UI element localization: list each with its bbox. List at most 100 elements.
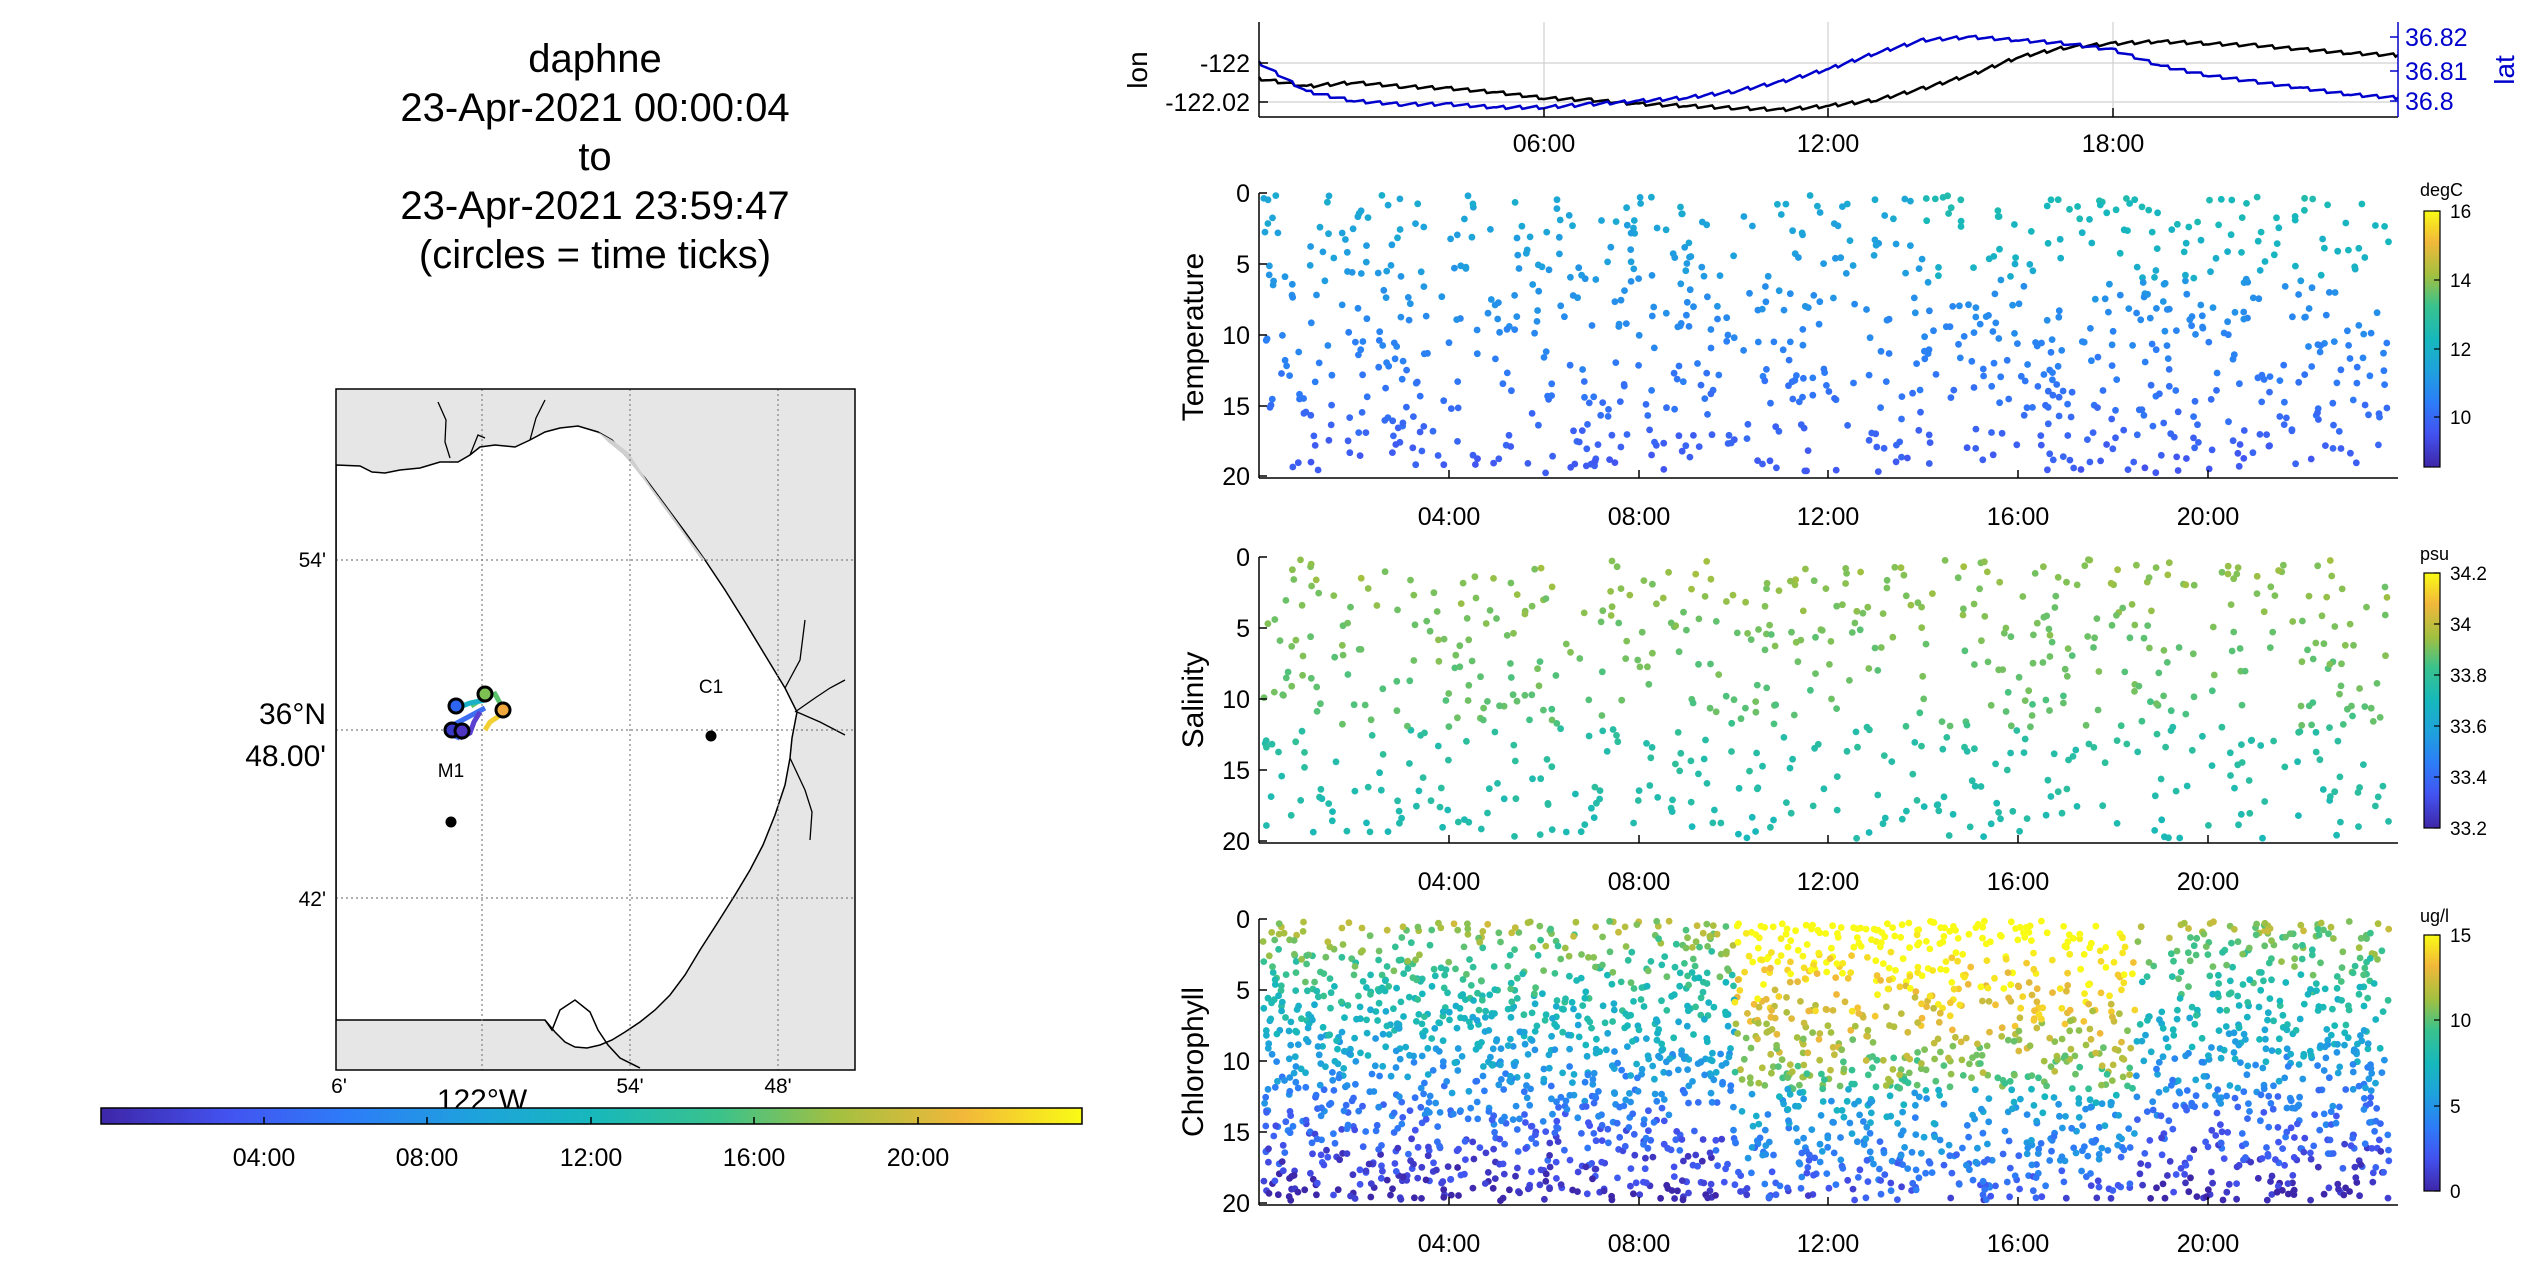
temperature-dot	[1820, 365, 1828, 373]
salinity-dot	[1471, 573, 1479, 581]
temperature-dot	[1265, 271, 1273, 279]
temperature-dot	[2165, 366, 2173, 373]
salinity-dot	[1361, 701, 1369, 709]
salinity-dot	[2113, 737, 2121, 744]
chlorophyll-dot	[1811, 1154, 1819, 1162]
lon-label-48: 48'	[764, 1075, 791, 1098]
chlorophyll-dot	[1629, 1038, 1636, 1045]
chlorophyll-dot	[1456, 1004, 1464, 1012]
chlorophyll-dot	[1630, 985, 1638, 992]
temperature-dot	[2103, 209, 2111, 217]
chlorophyll-dot	[2281, 1074, 2289, 1082]
temperature-dot	[2172, 387, 2180, 394]
chlorophyll-dot	[1670, 1173, 1678, 1180]
chlorophyll-dot	[1678, 1177, 1686, 1184]
temperature-dot	[2229, 355, 2237, 363]
chlorophyll-dot	[2107, 1000, 2115, 1008]
salinity-dot	[1540, 706, 1547, 714]
salinity-dot	[2237, 810, 2245, 818]
temperature-dot	[1325, 230, 1332, 238]
salinity-dot	[1313, 683, 1321, 691]
temperature-dot	[1972, 425, 1980, 433]
temperature-dot	[2138, 406, 2146, 414]
temperature-dot	[2238, 214, 2246, 222]
chlorophyll-dot	[1447, 1191, 1455, 1199]
salinity-dot	[1313, 708, 1321, 715]
temperature-dot	[1872, 241, 1880, 249]
salinity-dot	[2072, 746, 2080, 754]
chlorophyll-dot	[1793, 1034, 1801, 1041]
salinity-dot	[2042, 696, 2050, 704]
chlorophyll-dot	[1833, 991, 1840, 998]
temperature-dot	[2091, 295, 2099, 303]
chlorophyll-dot	[1899, 1161, 1906, 1168]
temperature-dot	[2133, 263, 2141, 271]
chlorophyll-dot	[2015, 1047, 2023, 1055]
temperature-dot	[2240, 455, 2248, 462]
salinity-dot	[1755, 626, 1762, 633]
chlorophyll-dot	[1713, 930, 1721, 938]
salinity-dot	[1833, 705, 1840, 712]
chlorophyll-dot	[2104, 1147, 2112, 1154]
chlorophyll-dot	[2089, 1139, 2097, 1146]
temperature-dot	[1724, 440, 1732, 447]
chlorophyll-dot	[1491, 1175, 1499, 1182]
salinity-dot	[1826, 661, 1833, 668]
chlorophyll-dot	[1760, 981, 1767, 988]
chlorophyll-dot	[2314, 1062, 2322, 1069]
chlorophyll-dot	[1599, 1002, 1607, 1010]
chlorophyll-dot	[1271, 981, 1279, 988]
chlorophyll-dot	[2162, 1035, 2170, 1043]
chlorophyll-dot	[2213, 1109, 2221, 1117]
chlorophyll-dot	[1405, 993, 1413, 1001]
chlorophyll-dot	[2115, 1133, 2123, 1141]
salinity-dot	[1828, 695, 1835, 703]
salinity-dot	[1717, 819, 1725, 827]
chlorophyll-dot	[2269, 1105, 2277, 1113]
chlorophyll-dot	[1484, 1169, 1492, 1176]
chlorophyll-dot	[2170, 957, 2177, 965]
chlorophyll-dot	[2219, 1196, 2227, 1204]
salinity-dot	[1833, 602, 1841, 610]
chlorophyll-dot	[2011, 1022, 2019, 1030]
temperature-dot	[1264, 220, 1272, 227]
chlorophyll-dot	[1658, 961, 1666, 969]
chlorophyll-dot	[1578, 1130, 1585, 1137]
temperature-dot	[1454, 404, 1462, 412]
temperature-dot	[1295, 348, 1303, 356]
temperature-dot	[1557, 302, 1565, 310]
salinity-dot	[1607, 612, 1615, 619]
chlorophyll-dot	[1346, 1050, 1353, 1058]
salinity-dot	[2135, 682, 2143, 690]
chlorophyll-dot	[1830, 1119, 1837, 1126]
chlorophyll-dot	[1833, 960, 1841, 967]
temperature-dot	[2295, 378, 2303, 386]
chlorophyll-dot	[2205, 1082, 2213, 1090]
chlorophyll-dot	[1763, 955, 1771, 963]
chlorophyll-dot	[1885, 964, 1893, 972]
chlorophyll-dot	[2299, 1075, 2307, 1083]
temperature-dot	[1762, 283, 1769, 290]
chlorophyll-dot	[1692, 1003, 1699, 1011]
chlorophyll-dot	[1722, 1011, 1730, 1018]
salinity-dot	[2048, 638, 2056, 646]
chlorophyll-dot	[2342, 1086, 2350, 1093]
chlorophyll-dot	[2225, 1180, 2233, 1188]
lat-label-54: 54'	[299, 549, 326, 572]
chlorophyll-dot	[2341, 1029, 2349, 1037]
temperature-dot	[2055, 313, 2063, 321]
chlorophyll-dot	[1864, 1026, 1872, 1034]
temperature-dot	[1653, 224, 1661, 232]
chlorophyll-dot	[1920, 1133, 1928, 1141]
chlorophyll-dot	[1723, 948, 1730, 956]
salinity-dot	[2095, 668, 2103, 675]
chlorophyll-dot	[1694, 1099, 1702, 1106]
chlorophyll-dot	[1474, 989, 1481, 997]
chlorophyll-dot	[1541, 1195, 1548, 1203]
salinity-dot	[2333, 831, 2341, 839]
salinity-dot	[1753, 749, 1760, 757]
chlorophyll-dot	[2082, 1041, 2090, 1049]
chlorophyll-dot	[1512, 1102, 1520, 1110]
temperature-dot	[1764, 272, 1772, 280]
salinity-dot	[1987, 701, 1995, 709]
